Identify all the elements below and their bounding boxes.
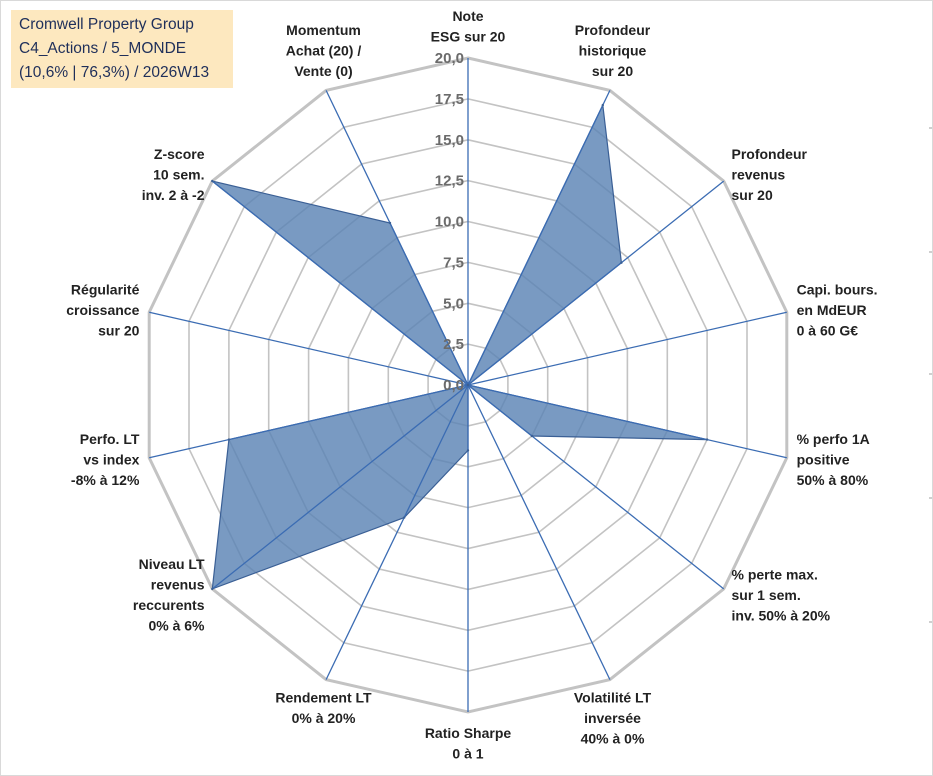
axis-label-line: Vente (0) [294,63,352,79]
data-point [601,103,604,107]
axis-label-line: 10 sem. [153,167,204,183]
axis-label: Note ESG sur 20 [431,8,506,45]
frame-edge-mark [929,127,932,129]
axis-spoke [467,90,611,386]
axis-label: % perte max. sur 1 sem. inv. 50% à 20% [732,566,831,623]
axis-label-line: inv. 50% à 20% [732,607,831,623]
axis-label-line: Niveau LT [139,556,205,572]
axis-spoke [467,384,725,590]
axis-spoke [149,311,469,386]
data-point [466,449,470,452]
axis-spoke [211,180,469,386]
axis-label-line: Capi. bours. [797,281,878,297]
axis-label-line: Perfo. LT [80,431,140,447]
r-tick-label: 15,0 [435,132,464,149]
r-tick-label: 5,0 [443,295,464,312]
r-tick-label: 7,5 [443,254,464,271]
axis-label-line: en MdEUR [797,302,867,318]
axis-label: Profondeur historique sur 20 [575,22,651,79]
r-tick-label: 20,0 [435,50,464,67]
axis-label-line: 0 à 60 G€ [797,322,859,338]
data-point [705,438,709,441]
axis-label-line: % perfo 1A [797,431,870,447]
axis-label-line: reccurents [133,597,205,613]
frame-edge-mark [929,373,932,375]
title-box: Cromwell Property Group C4_Actions / 5_M… [11,10,233,88]
axis-label-line: Profondeur [575,22,651,38]
axis-label-line: sur 20 [732,187,773,203]
axis-spoke [149,384,469,459]
axis-label-line: sur 20 [592,63,633,79]
axis-label-line: Momentum [286,22,361,38]
data-point [227,438,231,441]
axis-label: Z-score 10 sem. inv. 2 à -2 [142,146,205,203]
axis-label-line: Régularité [71,281,140,297]
stats-line: (10,6% | 76,3%) / 2026W13 [19,64,210,81]
r-tick-label: 10,0 [435,214,464,231]
axis-spoke [211,384,469,590]
data-point [388,221,392,225]
r-tick-label: 12,5 [435,173,464,190]
category-line: C4_Actions / 5_MONDE [19,40,187,57]
axis-spoke [467,384,787,459]
axis-spoke [325,90,469,386]
axis-label-line: % perte max. [732,566,818,582]
axis-label: Profondeur revenus sur 20 [732,146,808,203]
axis-spoke [467,311,787,386]
axis-spoke [467,384,611,680]
axis-label-line: -8% à 12% [71,472,140,488]
axis-label-line: positive [797,452,850,468]
axis-label-line: inv. 2 à -2 [142,187,205,203]
data-point [403,516,406,519]
axis-label-line: 40% à 0% [581,731,645,747]
r-tick-label: 17,5 [435,91,464,108]
axis-label-line: Volatilité LT [574,690,652,706]
axis-spoke [325,384,469,680]
axis-label-line: historique [579,42,647,58]
axis-label-line: revenus [732,167,786,183]
r-tick-label: 2,5 [443,336,464,353]
axis-label-line: 0% à 20% [292,710,356,726]
axis-label-line: Z-score [154,146,205,162]
data-point [211,179,214,183]
axis-label-line: 0 à 1 [452,746,483,762]
axis-label: Momentum Achat (20) / Vente (0) [286,22,362,79]
axis-label-line: 50% à 80% [797,472,869,488]
company-name: Cromwell Property Group [19,16,194,33]
axis-label-line: Achat (20) / [286,42,362,58]
axis-label-line: Rendement LT [275,690,372,706]
axis-label: Capi. bours. en MdEUR 0 à 60 G€ [797,281,878,338]
axis-label-line: vs index [83,452,139,468]
axis-label: Rendement LT 0% à 20% [275,690,372,727]
data-point [620,261,623,264]
data-point [466,383,470,387]
axis-label: Volatilité LT inversée 40% à 0% [574,690,652,747]
r-tick-label: 0,0 [443,377,464,394]
axis-label-line: croissance [66,302,139,318]
axis-label-line: ESG sur 20 [431,29,506,45]
axis-label-line: sur 20 [98,322,139,338]
axis-label: % perfo 1A positive 50% à 80% [797,431,870,488]
axis-label-line: Note [452,8,483,24]
axis-label: Ratio Sharpe 0 à 1 [425,725,512,762]
axis-label-line: revenus [151,577,205,593]
frame-edge-mark [929,621,932,623]
axis-label: Niveau LT revenus reccurents 0% à 6% [133,556,205,634]
axis-label-line: inversée [584,710,641,726]
frame-edge-mark [929,251,932,253]
axis-label-line: 0% à 6% [148,618,205,634]
axis-label: Régularité croissance sur 20 [66,281,139,338]
axis-label-line: Profondeur [732,146,808,162]
frame-edge-mark [929,497,932,499]
axis-label-line: sur 1 sem. [732,587,801,603]
axis-label: Perfo. LT vs index -8% à 12% [71,431,140,488]
axis-label-line: Ratio Sharpe [425,725,512,741]
data-point [211,587,214,591]
axis-spoke [467,180,725,386]
data-point [530,434,534,438]
